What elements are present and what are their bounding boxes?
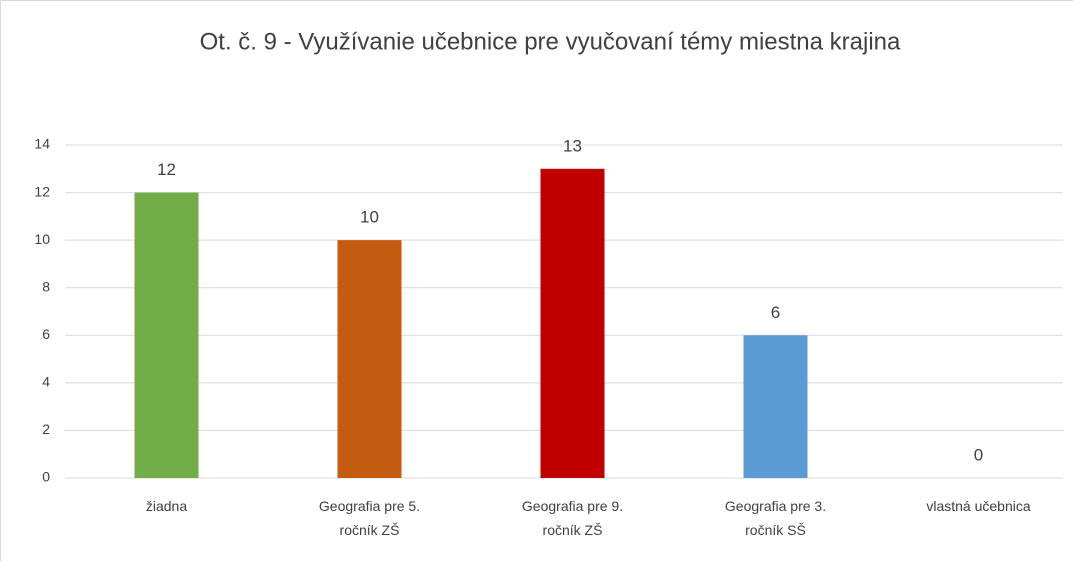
data-label: 12 [157,160,176,179]
bar [337,240,402,478]
y-tick-label: 2 [42,421,50,437]
y-tick-label: 10 [34,231,50,247]
x-tick-label: Geografia pre 3. ročník SŠ [724,498,827,538]
x-tick-label: vlastná učebnica [926,498,1031,514]
chart-title: Ot. č. 9 - Využívanie učebnice pre vyučo… [200,28,901,55]
y-tick-label: 8 [42,278,50,294]
data-label: 6 [771,303,780,322]
y-tick-label: 12 [34,183,50,199]
data-label: 10 [360,208,379,227]
y-tick-label: 4 [42,374,50,390]
data-label: 0 [974,445,983,464]
y-tick-label: 6 [42,326,50,342]
x-tick-label: Geografia pre 5. ročník ZŠ [318,498,421,538]
y-tick-label: 14 [34,136,50,152]
x-tick-label: žiadna [145,498,188,514]
bar [134,192,199,479]
x-tick-label: Geografia pre 9. ročník ZŠ [521,498,624,538]
bar [743,335,808,478]
y-tick-label: 0 [42,469,50,485]
data-label: 13 [563,136,582,155]
bar [540,168,605,479]
